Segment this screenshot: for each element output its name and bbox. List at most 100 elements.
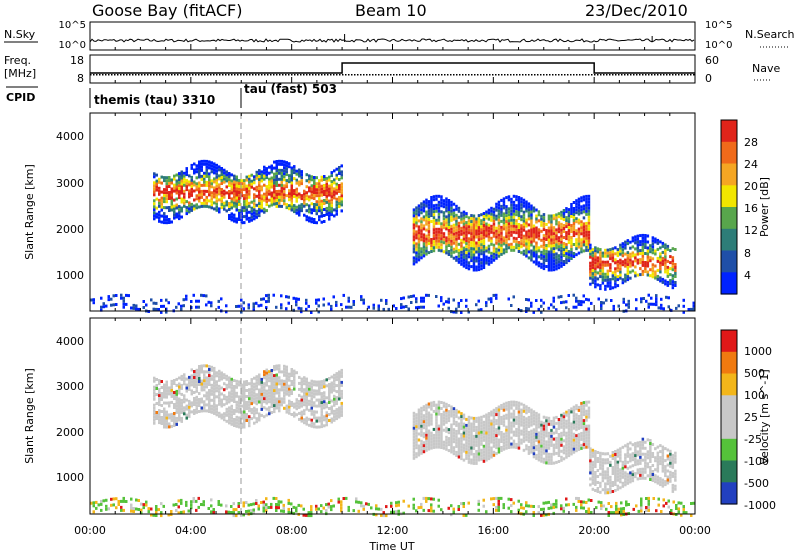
echo-cell [300,182,303,186]
echo-cell [470,461,473,465]
echo-cell [255,393,258,397]
echo-cell [328,205,331,209]
echo-cell [305,389,308,393]
echo-cell [180,404,183,408]
echo-cell [243,416,246,420]
echo-cell [263,400,266,404]
echo-cell [661,280,665,284]
echo-cell [522,427,526,431]
echo-cell [562,418,566,422]
echo-cell [185,185,188,189]
echo-cell [412,444,416,448]
echo-cell [158,388,161,392]
echo-cell [557,260,561,264]
echo-cell [265,371,268,375]
echo-cell [567,208,571,212]
echo-cell [185,170,188,174]
echo-cell [230,200,233,204]
echo-cell [442,404,446,408]
echo-cell [208,374,211,377]
echo-cell [260,206,263,210]
freq-point [114,74,116,76]
echo-cell [235,424,238,428]
echo-cell [305,209,308,213]
echo-cell [333,193,336,197]
echo-cell [237,304,240,308]
echo-cell [290,193,293,197]
echo-cell [422,450,426,454]
echo-cell [275,175,278,178]
echo-cell [500,446,503,449]
echo-cell [158,201,161,205]
echo-cell [582,204,586,208]
echo-cell [659,261,662,265]
echo-cell [285,404,288,408]
echo-cell [480,231,483,235]
echo-cell [153,202,156,206]
echo-cell [445,224,448,228]
echo-cell [253,397,256,401]
echo-cell [492,207,496,211]
echo-cell [325,176,328,180]
echo-cell [303,409,306,413]
echo-cell [195,377,198,381]
echo-cell [457,215,461,219]
echo-cell [320,199,323,203]
echo-cell [565,443,568,447]
echo-cell [594,246,597,250]
echo-cell [197,299,200,303]
echo-cell [634,235,637,239]
echo-cell [250,218,253,222]
echo-cell [153,172,156,176]
echo-cell [412,238,416,242]
freq-point [252,74,254,76]
echo-cell [535,435,538,439]
echo-cell [482,212,486,215]
echo-cell [589,273,592,277]
echo-cell [525,432,528,436]
echo-cell [310,178,313,182]
echo-cell [614,261,617,265]
echo-cell [268,189,271,193]
echo-cell [510,209,513,213]
echo-cell [487,442,491,446]
freq-point [213,74,215,76]
echo-cell [243,200,246,204]
echo-cell [298,402,301,406]
echo-cell [228,409,231,413]
echo-cell [601,272,605,276]
echo-cell [165,191,168,195]
echo-cell [315,380,318,384]
echo-cell [243,197,246,201]
echo-cell [530,304,533,308]
echo-cell [477,434,481,438]
echo-cell [255,396,258,400]
echo-cell [517,205,521,208]
echo-cell [577,230,581,234]
echo-cell [442,232,446,236]
freq-point [567,74,569,76]
echo-cell [422,444,426,448]
echo-cell [507,216,511,220]
echo-cell [310,382,313,386]
echo-cell [320,211,323,215]
echo-cell [485,440,488,444]
echo-cell [250,408,253,412]
echo-cell [198,205,201,209]
echo-cell [170,202,173,206]
echo-cell [552,247,556,251]
echo-cell [318,380,321,384]
echo-cell [260,413,263,417]
echo-cell [460,433,463,437]
echo-cell [255,173,258,177]
echo-cell [283,364,286,368]
echo-cell [487,256,491,260]
echo-cell [604,278,607,282]
freq-point [378,74,380,76]
echo-cell [275,181,278,184]
echo-cell [654,240,657,244]
echo-cell [300,203,303,207]
echo-cell [604,260,607,264]
echo-cell [425,421,428,425]
echo-cell [462,413,466,417]
